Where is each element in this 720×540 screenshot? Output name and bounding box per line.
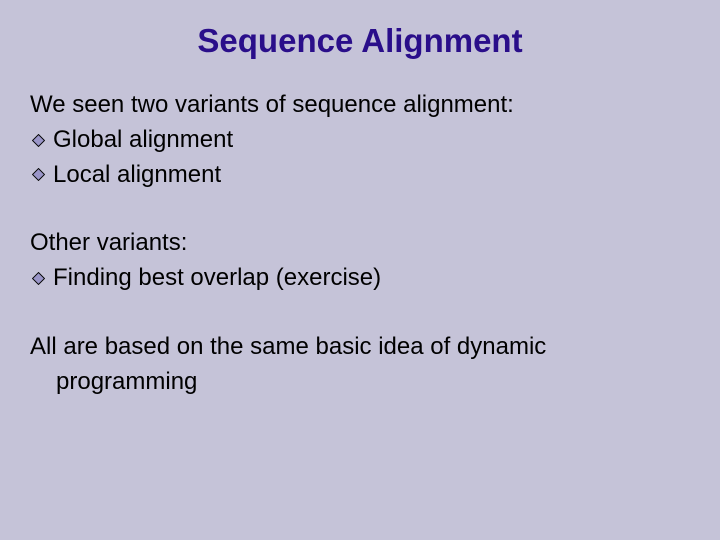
- diamond-bullet-icon: [32, 272, 45, 285]
- slide: Sequence Alignment We seen two variants …: [0, 0, 720, 540]
- slide-body: We seen two variants of sequence alignme…: [30, 88, 690, 400]
- bullet-item: Local alignment: [30, 158, 690, 193]
- spacer: [30, 296, 690, 330]
- diamond-bullet-icon: [32, 134, 45, 147]
- bullet-label: Local alignment: [53, 158, 221, 193]
- bullet-item: Finding best overlap (exercise): [30, 261, 690, 296]
- bullet-item: Global alignment: [30, 123, 690, 158]
- bullet-label: Finding best overlap (exercise): [53, 261, 381, 296]
- intro-paragraph: We seen two variants of sequence alignme…: [30, 88, 690, 123]
- bullet-label: Global alignment: [53, 123, 233, 158]
- closing-paragraph-line1: All are based on the same basic idea of …: [30, 330, 690, 365]
- slide-title: Sequence Alignment: [30, 22, 690, 60]
- spacer: [30, 192, 690, 226]
- closing-paragraph-line2: programming: [30, 365, 690, 400]
- subheading: Other variants:: [30, 226, 690, 261]
- diamond-bullet-icon: [32, 168, 45, 181]
